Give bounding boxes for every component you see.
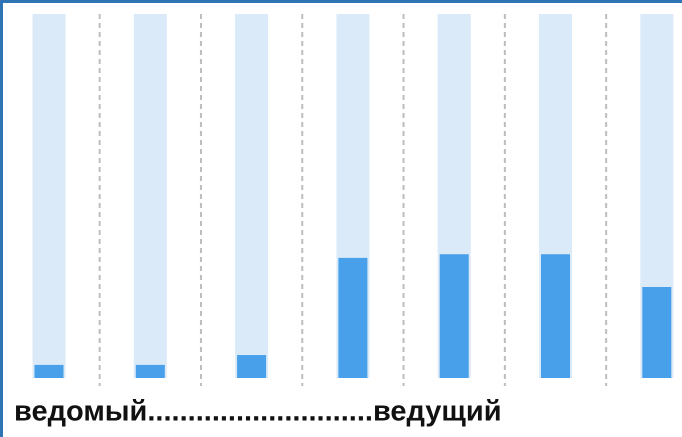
bar — [642, 287, 672, 378]
bar — [541, 254, 570, 378]
bar-track — [235, 14, 269, 378]
bar — [135, 364, 165, 378]
bar — [338, 257, 368, 378]
bar — [439, 254, 469, 378]
bar-track — [133, 14, 167, 378]
bar — [34, 364, 64, 378]
bar-track — [32, 14, 66, 378]
bar — [237, 355, 267, 378]
x-axis-label: ведомый............................ведущ… — [14, 396, 502, 428]
